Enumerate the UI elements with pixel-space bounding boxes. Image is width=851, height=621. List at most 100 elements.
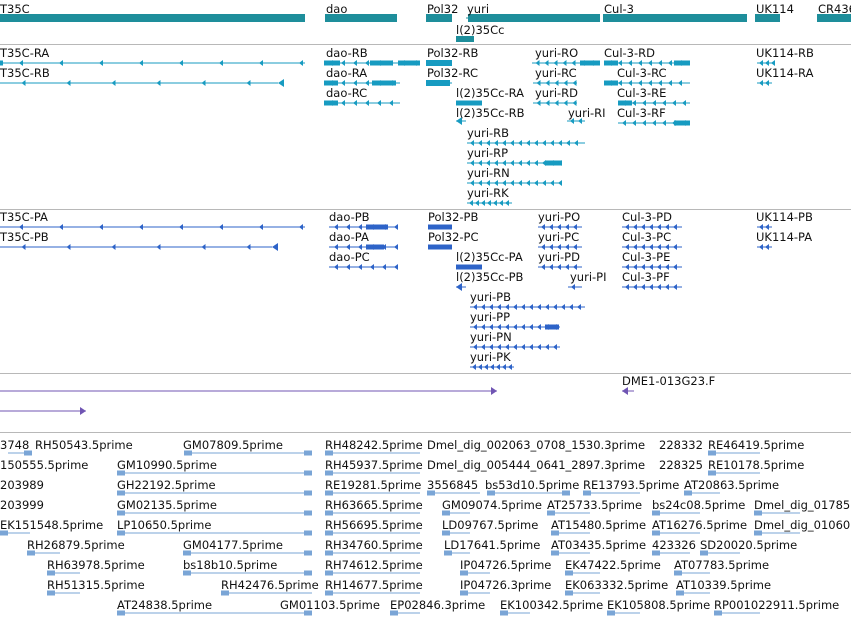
est-rh74612-5prime-label[interactable]: RH74612.5prime	[325, 558, 423, 572]
est-at03435-5prime-glyph[interactable]	[551, 550, 590, 556]
est-rh51315-5prime-label[interactable]: RH51315.5prime	[47, 578, 145, 592]
transcript-dao-rb-label[interactable]: dao-RB	[326, 46, 368, 60]
est-228325-label[interactable]: 228325	[659, 458, 703, 472]
transcript-dao-rc-glyph[interactable]	[324, 100, 400, 106]
est-at10339-5prime-glyph[interactable]	[676, 590, 710, 596]
transcript-yuri-pc-label[interactable]: yuri-PC	[538, 230, 580, 244]
est-rh14677-5prime-glyph[interactable]	[325, 590, 420, 596]
est-ek100342-5prime-label[interactable]: EK100342.5prime	[500, 598, 604, 612]
transcript-cul-3-pc-glyph[interactable]	[622, 244, 682, 250]
gene-dao-glyph[interactable]	[325, 14, 397, 22]
transcript-yuri-ri-label[interactable]: yuri-RI	[568, 106, 606, 120]
transcript-yuri-pd-label[interactable]: yuri-PD	[538, 250, 580, 264]
gene-cr436-label[interactable]: CR436	[818, 2, 851, 16]
est-gm02135-5prime-label[interactable]: GM02135.5prime	[117, 498, 217, 512]
est-ld17641-5prime-glyph[interactable]	[444, 550, 470, 556]
gene-t35c-label[interactable]: T35C	[0, 2, 30, 16]
est-rh51315-5prime-glyph[interactable]	[47, 590, 80, 596]
est-bs24c08-5prime-label[interactable]: bs24c08.5prime	[652, 498, 746, 512]
transcript-dao-ra-glyph[interactable]	[324, 80, 400, 86]
est-gm07809-5prime-glyph[interactable]	[184, 450, 312, 456]
est-ep02846-3prime-label[interactable]: EP02846.3prime	[390, 598, 486, 612]
transcript-uk114-rb-glyph[interactable]	[757, 60, 775, 66]
est-3556845-label[interactable]: 3556845	[427, 478, 479, 492]
est-bs53d10-5prime-glyph[interactable]	[487, 490, 570, 496]
gene-yuri-label[interactable]: yuri	[467, 2, 490, 16]
est-150555-5prime-label[interactable]: 150555.5prime	[0, 458, 89, 472]
est-at25733-5prime-glyph[interactable]	[547, 510, 590, 516]
transcript-yuri-pk-glyph[interactable]	[470, 364, 514, 370]
gene-dao-label[interactable]: dao	[326, 2, 348, 16]
gene-l-2-35cc-glyph[interactable]	[456, 36, 474, 42]
est-3556845-glyph[interactable]	[427, 490, 480, 496]
est-dmel-dig-01060-label[interactable]: Dmel_dig_01060	[754, 518, 851, 532]
transcript-cul-3-pf-glyph[interactable]	[622, 284, 682, 290]
transcript-pol32-pc-glyph[interactable]	[428, 244, 452, 250]
est-gm02135-5prime-glyph[interactable]	[117, 510, 312, 516]
transcript-yuri-ro-glyph[interactable]	[532, 60, 600, 66]
transcript-cul-3-pe-glyph[interactable]	[622, 264, 682, 270]
transcript-dao-pc-glyph[interactable]	[329, 264, 398, 270]
transcript-yuri-rb-label[interactable]: yuri-RB	[467, 126, 510, 140]
est-at10339-5prime-label[interactable]: AT10339.5prime	[676, 578, 772, 592]
est-ip04726-3prime-label[interactable]: IP04726.3prime	[460, 578, 552, 592]
transcript-uk114-rb-label[interactable]: UK114-RB	[756, 46, 814, 60]
transcript-cul-3-re-label[interactable]: Cul-3-RE	[617, 86, 667, 100]
est-rh42476-5prime-label[interactable]: RH42476.5prime	[221, 578, 319, 592]
est-rh48242-5prime-glyph[interactable]	[325, 450, 420, 456]
transcript-t35c-ra-label[interactable]: T35C-RA	[0, 46, 50, 60]
transcript-yuri-pd-glyph[interactable]	[538, 264, 582, 270]
est-228332-label[interactable]: 228332	[659, 438, 703, 452]
est-at03435-5prime-label[interactable]: AT03435.5prime	[551, 538, 647, 552]
transcript-yuri-pn-glyph[interactable]	[470, 344, 560, 350]
est-ld09767-5prime-glyph[interactable]	[442, 530, 470, 536]
est-rh63665-5prime-label[interactable]: RH63665.5prime	[325, 498, 423, 512]
transcript-yuri-rk-label[interactable]: yuri-RK	[467, 186, 509, 200]
transcript-yuri-rn-label[interactable]: yuri-RN	[467, 166, 510, 180]
est-423326-label[interactable]: 423326	[652, 538, 696, 552]
est-gm09074-5prime-label[interactable]: GM09074.5prime	[442, 498, 542, 512]
est-re10178-5prime-glyph[interactable]	[708, 470, 760, 476]
transcript-cul-3-rf-label[interactable]: Cul-3-RF	[617, 106, 666, 120]
est-re46419-5prime-label[interactable]: RE46419.5prime	[708, 438, 805, 452]
est-ek47422-5prime-glyph[interactable]	[565, 570, 600, 576]
est-203989-label[interactable]: 203989	[0, 478, 44, 492]
transcript-cul-3-rf-glyph[interactable]	[618, 120, 690, 126]
transcript-pol32-pc-label[interactable]: Pol32-PC	[428, 230, 479, 244]
est-gm04177-5prime-label[interactable]: GM04177.5prime	[183, 538, 283, 552]
est-bs18b10-5prime-label[interactable]: bs18b10.5prime	[183, 558, 278, 572]
transcript-cul-3-rc-label[interactable]: Cul-3-RC	[617, 66, 667, 80]
est-rh48242-5prime-label[interactable]: RH48242.5prime	[325, 438, 423, 452]
transcript-dao-rb-glyph[interactable]	[324, 60, 420, 66]
transcript-t35c-pa-label[interactable]: T35C-PA	[0, 210, 48, 224]
est-re10178-5prime-label[interactable]: RE10178.5prime	[708, 458, 805, 472]
transcript-yuri-pc-glyph[interactable]	[538, 244, 582, 250]
clone-left-short-glyph[interactable]	[0, 407, 86, 415]
transcript-l-2-35cc-pb-glyph[interactable]	[456, 283, 466, 291]
est-dmel-dig-01060-glyph[interactable]	[754, 530, 800, 536]
transcript-yuri-pp-label[interactable]: yuri-PP	[470, 310, 511, 324]
est-3748-label[interactable]: 3748	[0, 438, 30, 452]
transcript-yuri-pi-glyph[interactable]	[568, 284, 582, 290]
est-rh56695-5prime-glyph[interactable]	[325, 530, 420, 536]
est-re13793-5prime-label[interactable]: RE13793.5prime	[583, 478, 680, 492]
transcript-cul-3-rd-glyph[interactable]	[604, 60, 690, 66]
est-at16276-5prime-glyph[interactable]	[652, 530, 700, 536]
transcript-yuri-po-glyph[interactable]	[538, 224, 582, 230]
est-ek100342-5prime-glyph[interactable]	[500, 610, 530, 616]
est-ek151548-5prime-label[interactable]: EK151548.5prime	[0, 518, 104, 532]
gene-cul-3-label[interactable]: Cul-3	[604, 2, 634, 16]
transcript-cul-3-rc-glyph[interactable]	[604, 80, 690, 86]
est-ep02846-3prime-glyph[interactable]	[390, 610, 420, 616]
transcript-yuri-po-label[interactable]: yuri-PO	[538, 210, 581, 224]
est-bs18b10-5prime-glyph[interactable]	[183, 570, 312, 576]
transcript-pol32-rc-glyph[interactable]	[426, 80, 452, 86]
est-ek063332-5prime-label[interactable]: EK063332.5prime	[565, 578, 669, 592]
est-at15480-5prime-label[interactable]: AT15480.5prime	[551, 518, 647, 532]
est-rh45937-5prime-label[interactable]: RH45937.5prime	[325, 458, 423, 472]
transcript-yuri-rp-label[interactable]: yuri-RP	[467, 146, 509, 160]
transcript-t35c-pa-glyph[interactable]	[0, 224, 305, 230]
est-423326-glyph[interactable]	[652, 550, 690, 556]
transcript-yuri-rc-label[interactable]: yuri-RC	[535, 66, 577, 80]
transcript-dao-pc-label[interactable]: dao-PC	[329, 250, 370, 264]
